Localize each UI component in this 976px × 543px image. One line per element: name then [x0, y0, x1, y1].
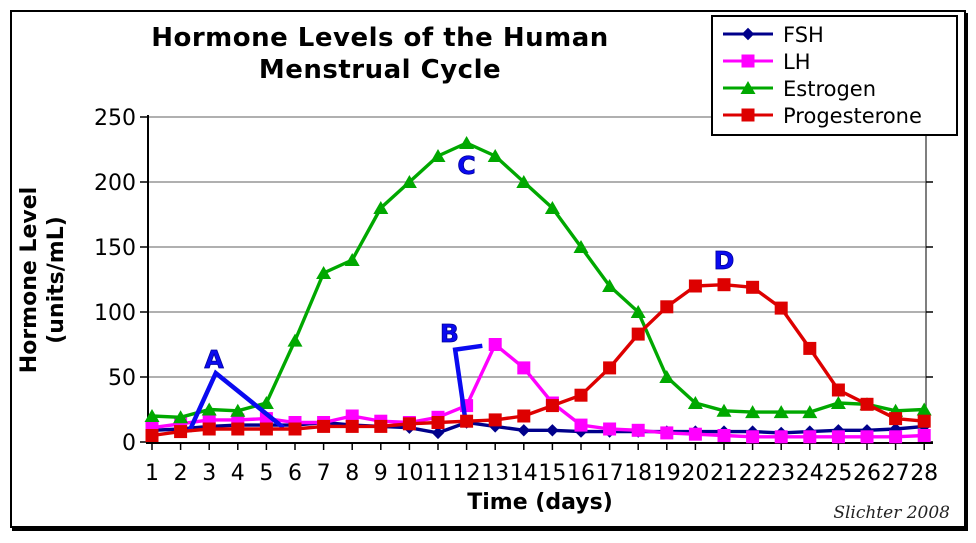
svg-text:B: B: [440, 319, 459, 348]
svg-text:14: 14: [510, 461, 538, 486]
svg-text:100: 100: [94, 301, 136, 326]
svg-text:17: 17: [596, 461, 624, 486]
svg-text:250: 250: [94, 106, 136, 131]
estrogen-legend-marker-icon: [721, 78, 775, 102]
svg-text:27: 27: [882, 461, 910, 486]
lh-legend-marker-icon: [721, 51, 775, 75]
svg-text:19: 19: [653, 461, 681, 486]
svg-text:15: 15: [538, 461, 566, 486]
legend-label-progesterone: Progesterone: [783, 104, 922, 128]
legend: FSH LH Estrogen Progesterone: [711, 15, 958, 136]
y-axis-title: Hormone Level (units/mL): [16, 130, 72, 430]
chart-title-line-2: Menstrual Cycle: [258, 55, 502, 85]
svg-text:7: 7: [317, 461, 331, 486]
svg-text:24: 24: [796, 461, 824, 486]
signature: Slichter 2008: [833, 503, 950, 523]
svg-text:C: C: [457, 151, 475, 180]
svg-text:A: A: [204, 345, 224, 374]
legend-item-progesterone: Progesterone: [721, 103, 948, 130]
x-axis-title: Time (days): [467, 490, 613, 515]
svg-text:13: 13: [481, 461, 509, 486]
svg-text:12: 12: [453, 461, 481, 486]
svg-text:21: 21: [710, 461, 738, 486]
svg-text:2: 2: [174, 461, 188, 486]
svg-text:1: 1: [145, 461, 159, 486]
svg-text:26: 26: [853, 461, 881, 486]
svg-text:22: 22: [739, 461, 767, 486]
svg-text:50: 50: [108, 366, 136, 391]
svg-text:8: 8: [345, 461, 359, 486]
annotation-lines: [187, 343, 483, 433]
chart-title-line-1: Hormone Levels of the Human: [151, 23, 609, 53]
y-axis-title-line-2: (units/mL): [44, 216, 69, 344]
svg-text:150: 150: [94, 236, 136, 261]
svg-text:20: 20: [681, 461, 709, 486]
x-tick-labels: 1 2 3 4 5 6 7 8 9 10 11 12 13 14 15 16 17 18 19 20 21 22 23 24 2…: [145, 461, 938, 486]
series-progesterone: [145, 278, 931, 442]
legend-item-fsh: FSH: [721, 22, 948, 49]
legend-label-estrogen: Estrogen: [783, 77, 877, 101]
series-estrogen: [144, 136, 932, 424]
svg-text:25: 25: [824, 461, 852, 486]
svg-text:9: 9: [374, 461, 388, 486]
svg-text:D: D: [714, 246, 735, 275]
series-lh: [145, 338, 931, 444]
gridlines: [148, 116, 927, 443]
svg-text:5: 5: [259, 461, 273, 486]
svg-text:11: 11: [424, 461, 452, 486]
svg-text:200: 200: [94, 171, 136, 196]
svg-text:4: 4: [231, 461, 245, 486]
svg-text:28: 28: [910, 461, 938, 486]
y-tick-labels: 0 50 100 150 200 250: [94, 106, 136, 456]
legend-label-lh: LH: [783, 50, 811, 74]
svg-text:6: 6: [288, 461, 302, 486]
svg-text:0: 0: [122, 431, 136, 456]
svg-text:16: 16: [567, 461, 595, 486]
legend-item-estrogen: Estrogen: [721, 76, 948, 103]
y-axis-title-line-1: Hormone Level: [17, 186, 42, 374]
svg-text:10: 10: [395, 461, 423, 486]
legend-item-lh: LH: [721, 49, 948, 76]
svg-text:3: 3: [202, 461, 216, 486]
svg-text:23: 23: [767, 461, 795, 486]
fsh-legend-marker-icon: [721, 24, 775, 48]
annotation-letters: A B C D: [204, 151, 735, 374]
chart-title: Hormone Levels of the Human Menstrual Cy…: [120, 22, 640, 86]
legend-label-fsh: FSH: [783, 23, 824, 47]
progesterone-legend-marker-icon: [721, 105, 775, 129]
axes: [140, 115, 933, 450]
svg-text:18: 18: [624, 461, 652, 486]
